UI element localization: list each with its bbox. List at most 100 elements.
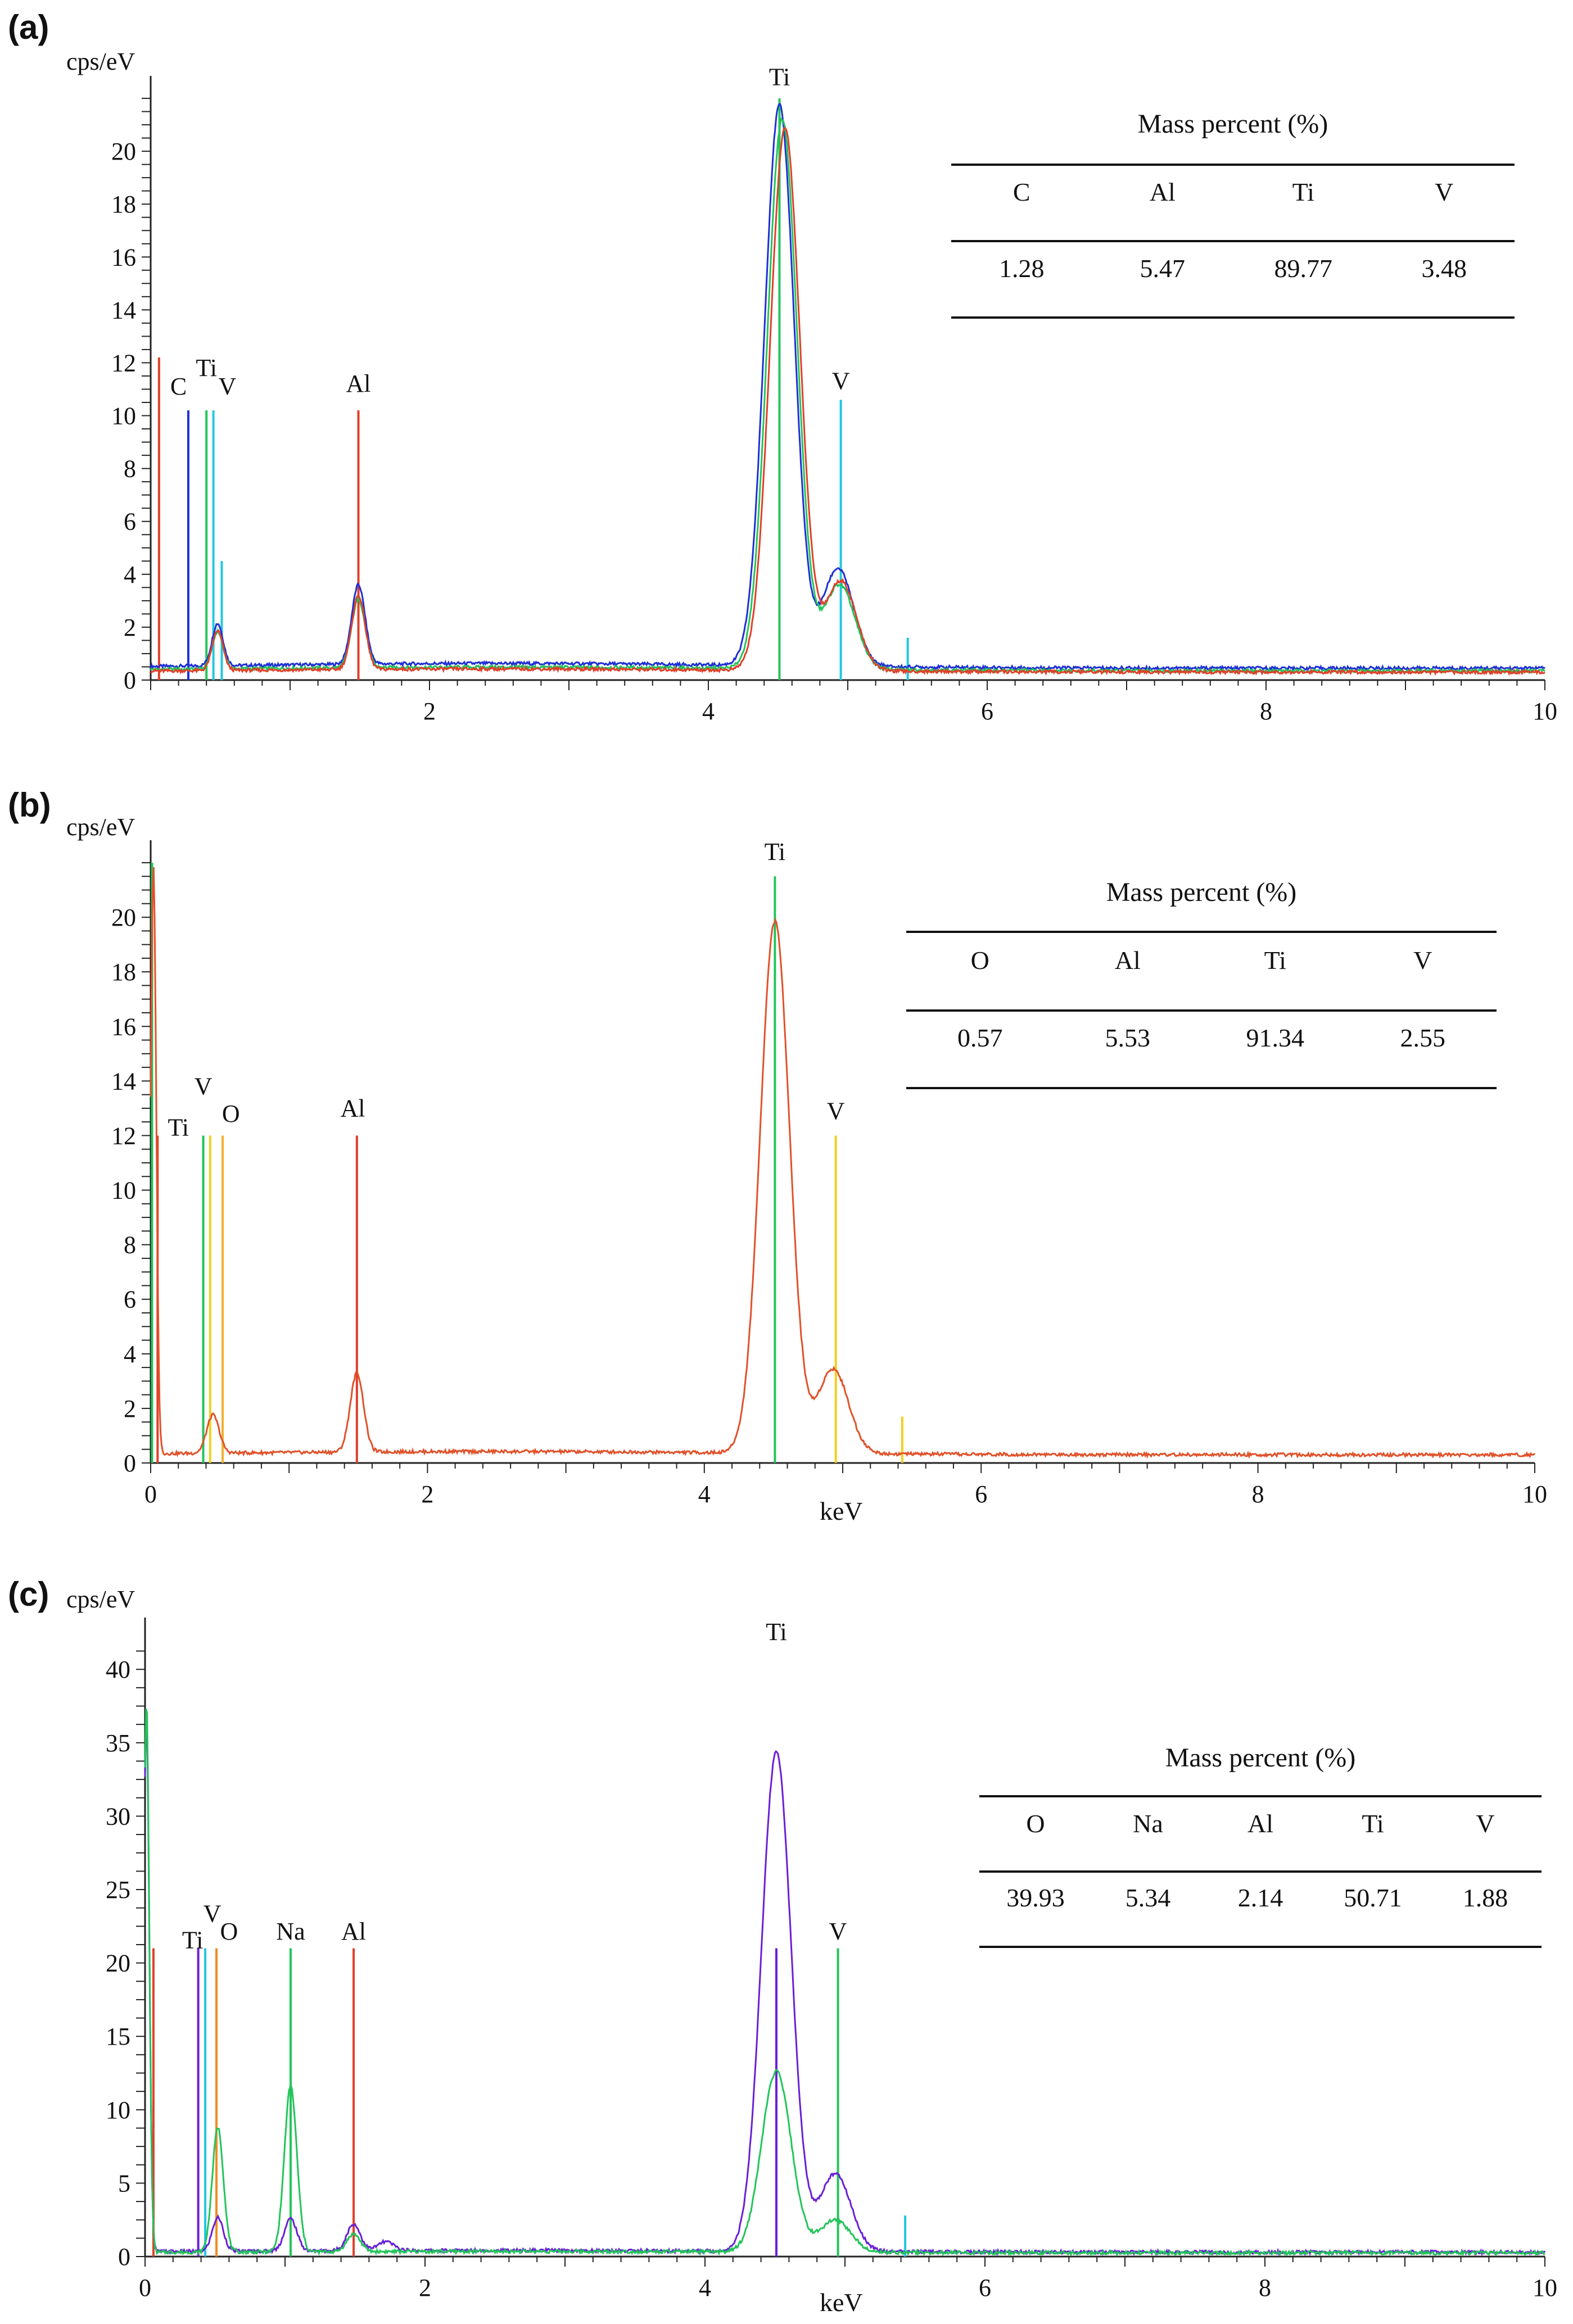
y-tick-label: 12 [111,1122,136,1149]
x-tick-label: 2 [419,2274,431,2302]
y-axis-units: cps/eV [66,48,135,75]
x-axis-units: keV [820,1497,863,1525]
x-tick-label: 10 [1533,2274,1557,2302]
peak-label: Ti [765,838,786,866]
panel-c: (c) cps/eV keV 0 2 4 6 8 10 0 5 10 15 20 25 30 35 40 Ti… [0,1540,1573,2324]
table-title: Mass percent (%) [1106,877,1297,907]
table-header: Ti [1264,946,1286,975]
table-value-row: 0.57 5.53 91.34 2.55 [906,1023,1497,1053]
table-value: 91.34 [1246,1023,1305,1052]
table-header: Al [1114,946,1141,975]
x-tick-label: 4 [699,2274,711,2302]
peak-label: Al [346,370,371,397]
table-rule-mid [979,1870,1542,1873]
y-tick-label: 0 [118,2243,130,2271]
table-header: O [1026,1809,1045,1838]
y-tick-label: 14 [111,296,136,324]
table-header: C [1012,178,1030,206]
y-tick-label: 0 [124,1449,136,1477]
peak-label: O [222,1100,240,1127]
table-header: V [1435,178,1454,206]
y-tick-label: 2 [124,1395,136,1423]
y-tick-label: 4 [124,561,136,588]
peak-label: Al [341,1918,366,1945]
y-tick-label: 10 [111,1177,136,1204]
spectrum-line [150,103,1545,672]
x-tick-label: 4 [702,697,715,725]
table-value: 3.48 [1421,254,1467,283]
y-tick-label: 10 [111,402,136,430]
y-tick-label: 18 [111,958,136,986]
table-value: 2.14 [1237,1883,1283,1912]
table-rule-top [979,1795,1542,1797]
table-title: Mass percent (%) [1137,109,1328,139]
y-tick-label: 16 [111,243,136,271]
peak-label: Al [340,1094,365,1122]
y-tick-label: 35 [106,1729,130,1757]
panel-label: (c) [8,1575,49,1613]
table-value: 0.57 [957,1023,1003,1052]
peak-label: V [204,1900,222,1927]
peak-label: O [220,1918,238,1945]
spectrum-line [150,127,1545,676]
peak-label: V [195,1073,213,1100]
peak-label: V [832,368,850,395]
table-rule-bottom [906,1087,1497,1089]
y-tick-label: 20 [111,138,136,165]
y-tick-label: 0 [124,667,136,694]
x-tick-label: 4 [698,1480,711,1508]
x-tick-label: 6 [981,697,993,725]
peak-label: V [829,1918,847,1945]
y-tick-label: 8 [124,455,136,483]
y-tick-label: 8 [124,1231,136,1259]
table-header-row: O Na Al Ti V [979,1809,1542,1838]
table-value: 1.88 [1462,1883,1508,1912]
spectrum-line [144,1708,1545,2257]
mass-percent-table: Mass percent (%) O Al Ti V 0.57 5.53 91.… [906,877,1497,1096]
x-tick-label: 0 [139,2274,151,2302]
peak-label: Ti [766,1618,787,1646]
y-tick-label: 25 [106,1876,130,1904]
y-tick-label: 10 [106,2096,130,2124]
x-tick-label: 0 [144,1480,157,1508]
peak-label: Ti [168,1113,189,1141]
table-header: Al [1247,1809,1273,1838]
x-axis-units: keV [820,2288,863,2317]
y-tick-label: 30 [106,1802,130,1830]
y-tick-label: 40 [106,1656,130,1683]
y-tick-label: 15 [106,2023,130,2050]
table-header: Ti [1362,1809,1384,1838]
table-header: V [1413,946,1432,975]
x-tick-label: 10 [1522,1480,1547,1508]
x-tick-label: 8 [1252,1480,1264,1508]
y-tick-label: 2 [124,614,136,641]
x-tick-label: 6 [979,2274,991,2302]
table-value: 5.47 [1140,254,1186,283]
y-tick-label: 18 [111,191,136,218]
table-value: 1.28 [999,254,1045,283]
spectrum-line [150,867,1536,1460]
peak-label: Ti [769,63,790,90]
table-header: V [1476,1809,1495,1838]
table-value: 50.71 [1344,1883,1402,1912]
table-value: 2.55 [1400,1023,1446,1052]
table-rule-top [951,164,1515,166]
y-tick-label: 16 [111,1013,136,1040]
y-tick-label: 6 [124,1286,136,1313]
table-header: Na [1133,1809,1163,1838]
y-tick-label: 4 [124,1340,136,1368]
mass-percent-table: Mass percent (%) C Al Ti V 1.28 5.47 89.… [951,104,1515,323]
peak-label: Ti [182,1927,204,1954]
table-value-row: 39.93 5.34 2.14 50.71 1.88 [979,1883,1542,1913]
peak-label: V [827,1097,845,1125]
x-tick-label: 8 [1260,697,1272,725]
x-tick-label: 6 [975,1480,987,1508]
y-tick-label: 12 [111,349,136,377]
y-axis-units: cps/eV [66,1585,135,1613]
x-tick-label: 10 [1533,697,1557,725]
peak-label: C [170,373,187,400]
table-rule-bottom [951,316,1515,319]
